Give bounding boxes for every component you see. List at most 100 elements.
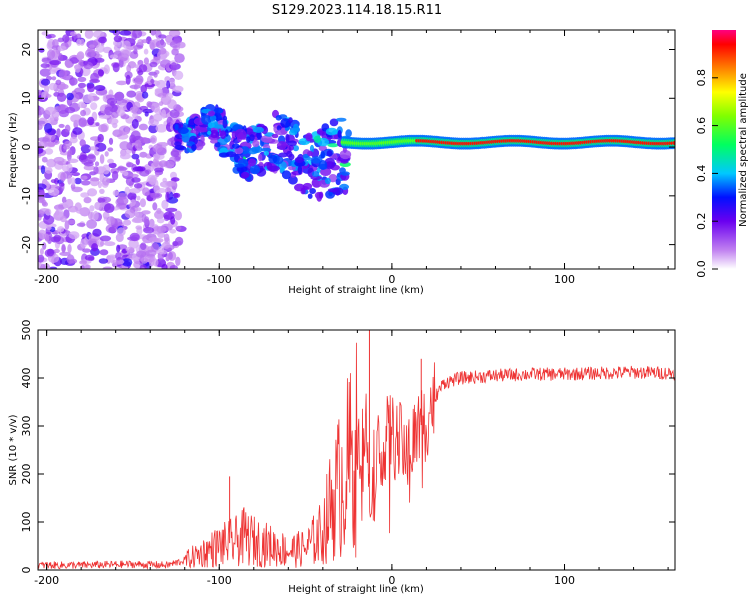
spectrogram-cell xyxy=(150,135,157,144)
spectrogram-cell xyxy=(53,248,60,254)
spectrogram-cell xyxy=(170,136,176,147)
spectrogram-cell xyxy=(109,54,119,59)
spectrogram-cell xyxy=(57,226,65,233)
spectrogram-cell xyxy=(121,49,130,58)
spectrogram-cell xyxy=(76,222,86,227)
spectrogram-cell xyxy=(170,62,177,71)
spectrogram-cell xyxy=(99,188,105,194)
spectrogram-cell xyxy=(94,161,100,167)
spectrogram-cell xyxy=(98,124,108,133)
spectrogram-cell xyxy=(136,250,147,258)
spectrogram-cell xyxy=(40,165,46,175)
colorbar-ticks: 0.0 0.2 0.4 0.6 0.8 xyxy=(695,69,718,278)
spectrogram-cell xyxy=(106,97,118,106)
spectrogram-cell xyxy=(157,92,168,98)
spectrogram-cell xyxy=(154,167,164,173)
spectrogram-cell xyxy=(234,163,245,168)
spectrogram-cell xyxy=(169,78,175,87)
spectrogram-cell xyxy=(292,145,299,152)
spectrogram-cell xyxy=(71,172,80,177)
colorbar-tick-label: 0.8 xyxy=(695,69,708,87)
spectrogram-cell xyxy=(97,133,104,143)
spectrogram-cell xyxy=(64,124,71,133)
spectrogram-cell xyxy=(158,245,165,255)
spectrogram-marks xyxy=(38,30,675,269)
spectrogram-cell xyxy=(275,115,282,121)
spectrogram-cell xyxy=(112,259,125,265)
spectrogram-cell xyxy=(152,143,163,153)
spectrogram-cell xyxy=(53,234,61,242)
spectrogram-cell xyxy=(83,161,94,167)
spectrogram-cell xyxy=(139,264,147,269)
spectrogram-cell xyxy=(149,39,156,50)
snr-y-tick-label: 100 xyxy=(20,512,33,533)
spectrogram-cell xyxy=(104,106,113,116)
spectrogram-cell xyxy=(339,149,352,160)
spectrogram-cell xyxy=(161,241,171,249)
spectrogram-cell xyxy=(252,126,264,133)
colorbar-label: Normalized spectral amplitude xyxy=(738,73,749,227)
spectrogram-cell xyxy=(140,242,147,250)
spectrogram-cell xyxy=(55,79,62,86)
spectrogram-x-tick-label: -200 xyxy=(34,273,59,286)
spectrogram-cell xyxy=(122,40,131,49)
spectrogram-x-tick-label: 100 xyxy=(554,273,575,286)
spectrogram-cell xyxy=(148,178,157,185)
spectrogram-cell xyxy=(98,114,110,119)
spectrogram-cell xyxy=(51,109,60,119)
spectrogram-cell xyxy=(56,92,67,103)
spectrogram-cell xyxy=(168,30,181,37)
spectrogram-cell xyxy=(171,48,179,56)
spectrogram-cell xyxy=(169,265,178,269)
spectrogram-cell xyxy=(210,129,219,139)
spectrogram-cell xyxy=(97,198,106,203)
spectrogram-cell xyxy=(131,118,139,129)
snr-frame xyxy=(37,329,676,571)
spectrogram-cell xyxy=(113,44,121,52)
spectrogram-cell xyxy=(44,123,53,133)
snr-x-tick-label: 100 xyxy=(554,574,575,587)
spectrogram-cell xyxy=(58,182,65,187)
spectrogram-cell xyxy=(288,175,298,185)
spectrogram-cell xyxy=(160,59,172,69)
spectrogram-cell xyxy=(261,147,272,152)
spectrogram-cell xyxy=(75,33,82,39)
spectrogram-cell xyxy=(117,107,125,117)
spectrogram-cell xyxy=(108,118,119,125)
spectrogram-cell xyxy=(170,171,177,180)
spectrogram-cell xyxy=(87,116,95,126)
spectrogram-cell xyxy=(161,199,169,210)
spectrogram-cell xyxy=(39,208,50,214)
spectrogram-cell xyxy=(142,187,150,196)
spectrogram-cell xyxy=(41,57,52,63)
spectrogram-cell xyxy=(69,136,78,144)
spectrogram-cell xyxy=(125,74,131,85)
spectrogram-cell xyxy=(67,149,73,157)
spectrogram-cell xyxy=(116,244,121,253)
spectrogram-cell xyxy=(271,133,279,139)
spectrogram-cell xyxy=(88,211,93,220)
spectrogram-cell xyxy=(115,251,122,261)
spectrogram-cell xyxy=(98,36,107,44)
spectrogram-cell xyxy=(64,106,76,114)
spectrogram-cell xyxy=(134,207,142,212)
spectrogram-cell xyxy=(139,137,149,144)
spectrogram-cell xyxy=(173,38,182,43)
spectrogram-cell xyxy=(119,30,132,36)
spectrogram-cell xyxy=(302,153,310,159)
spectrogram-cell xyxy=(57,53,64,62)
spectrogram-cell xyxy=(38,106,45,116)
spectrogram-cell xyxy=(132,30,143,39)
spectrogram-cell xyxy=(169,229,177,234)
spectrogram-cell xyxy=(191,144,197,152)
spectrogram-cell xyxy=(173,70,184,81)
spectrogram-cell xyxy=(285,133,290,144)
spectrogram-cell xyxy=(174,156,181,161)
spectrogram-cell xyxy=(263,151,270,156)
spectrogram-cell xyxy=(68,231,80,240)
spectrogram-cell xyxy=(318,160,328,170)
spectrogram-cell xyxy=(74,202,82,212)
spectrogram-cell xyxy=(165,207,178,212)
spectrogram-cell xyxy=(234,147,244,155)
spectrogram-cell xyxy=(207,130,212,135)
